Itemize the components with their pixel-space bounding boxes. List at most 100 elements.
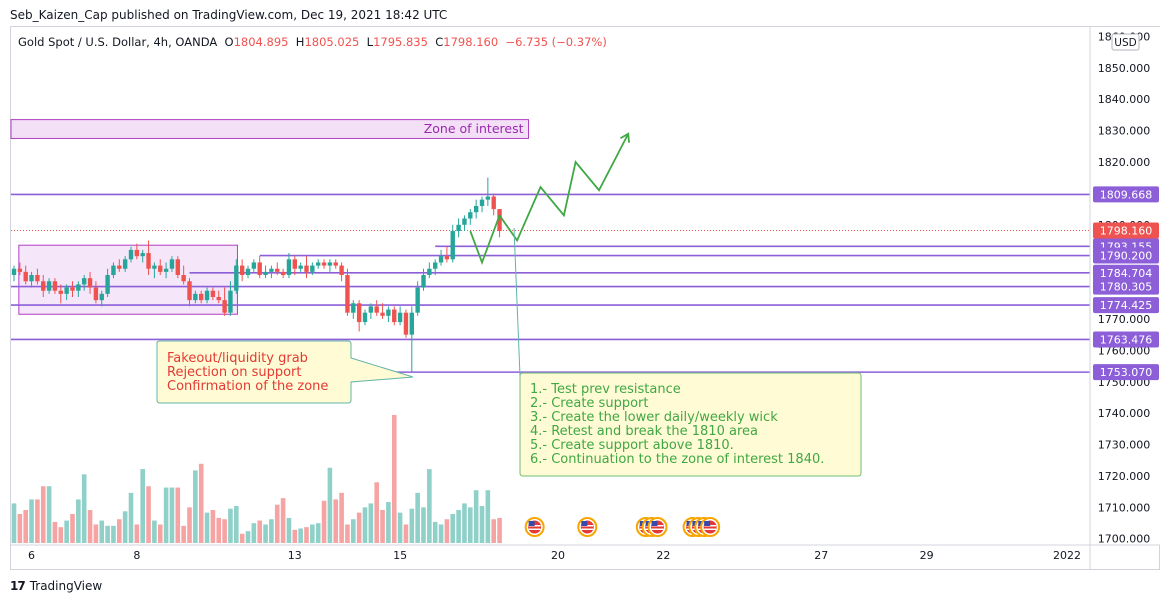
candle-body[interactable]: [210, 290, 216, 297]
candle-body[interactable]: [275, 268, 280, 272]
candle-body[interactable]: [228, 290, 233, 313]
candle-body[interactable]: [392, 309, 397, 323]
candle-body[interactable]: [397, 312, 403, 323]
candle-body[interactable]: [35, 275, 40, 282]
us-event-flag-icon[interactable]: [700, 517, 721, 537]
zone-of-interest[interactable]: [10, 119, 529, 139]
candle-body[interactable]: [473, 205, 479, 213]
candle-body[interactable]: [286, 259, 292, 276]
candle-body[interactable]: [87, 278, 93, 288]
footer-brand[interactable]: 17 TradingView: [10, 579, 102, 593]
candle-body[interactable]: [491, 196, 496, 210]
candle-body[interactable]: [427, 268, 432, 276]
volume-bar: [491, 519, 496, 543]
candle-body[interactable]: [199, 293, 204, 301]
candle-body[interactable]: [438, 256, 444, 263]
candle-body[interactable]: [29, 275, 34, 282]
candle-body[interactable]: [386, 309, 391, 316]
candle-body[interactable]: [280, 271, 286, 276]
candle-body[interactable]: [11, 268, 17, 276]
candle-body[interactable]: [316, 262, 321, 266]
candle-body[interactable]: [93, 287, 99, 301]
candle-body[interactable]: [263, 271, 268, 276]
candle-body[interactable]: [169, 259, 175, 269]
candle-body[interactable]: [444, 256, 450, 260]
candle-body[interactable]: [41, 281, 46, 291]
candle-body[interactable]: [99, 293, 104, 301]
candle-body[interactable]: [146, 253, 151, 269]
candle-body[interactable]: [374, 306, 379, 313]
candle-body[interactable]: [76, 284, 81, 291]
candle-body[interactable]: [356, 303, 362, 323]
candle-body[interactable]: [327, 262, 333, 266]
plan-callout-box[interactable]: [519, 372, 862, 477]
candle-body[interactable]: [234, 265, 239, 291]
candle-body[interactable]: [222, 300, 227, 313]
candle-body[interactable]: [111, 265, 116, 276]
candle-body[interactable]: [462, 218, 467, 225]
candle-body[interactable]: [251, 262, 257, 269]
candle-body[interactable]: [380, 312, 385, 316]
candle-body[interactable]: [450, 231, 455, 260]
candle-body[interactable]: [497, 209, 502, 232]
currency-unit-box[interactable]: [1111, 33, 1140, 51]
candle-body[interactable]: [204, 290, 210, 301]
candle-body[interactable]: [245, 268, 251, 276]
candle-body[interactable]: [403, 312, 409, 335]
candle-body[interactable]: [46, 281, 52, 291]
candle-body[interactable]: [216, 296, 221, 301]
candle-body[interactable]: [292, 259, 297, 269]
candle-body[interactable]: [479, 199, 485, 206]
us-event-flag-icon[interactable]: [524, 517, 545, 537]
candle-body[interactable]: [468, 212, 473, 219]
candle-body[interactable]: [415, 287, 420, 313]
candle-body[interactable]: [158, 265, 163, 272]
fakeout-callout-box[interactable]: [156, 340, 414, 404]
candle-body[interactable]: [345, 275, 350, 313]
candle-body[interactable]: [181, 275, 186, 282]
projection-path[interactable]: [469, 133, 630, 266]
candle-body[interactable]: [433, 262, 438, 269]
candle-body[interactable]: [23, 271, 28, 282]
candle-body[interactable]: [122, 259, 128, 269]
candle-body[interactable]: [17, 268, 23, 272]
candle-body[interactable]: [298, 265, 303, 269]
consolidation-box[interactable]: [18, 244, 238, 315]
candle-body[interactable]: [58, 290, 63, 294]
candle-body[interactable]: [175, 259, 180, 276]
candle-body[interactable]: [362, 312, 368, 323]
candle-body[interactable]: [128, 249, 134, 260]
candle-body[interactable]: [485, 196, 491, 200]
candle-body[interactable]: [368, 306, 374, 313]
candle-body[interactable]: [52, 281, 58, 291]
candle-body[interactable]: [70, 287, 75, 291]
volume-bar: [234, 506, 239, 543]
candle-body[interactable]: [257, 262, 262, 276]
candle-body[interactable]: [140, 253, 145, 257]
candle-body[interactable]: [82, 278, 87, 285]
candle-body[interactable]: [152, 265, 157, 269]
us-event-flag-icon[interactable]: [647, 517, 668, 537]
us-event-flag-icon[interactable]: [577, 517, 598, 537]
candle-body[interactable]: [117, 265, 122, 269]
candle-body[interactable]: [163, 268, 169, 272]
candle-body[interactable]: [310, 265, 315, 272]
symbol-name[interactable]: Gold Spot / U.S. Dollar, 4h, OANDA: [18, 35, 218, 49]
candle-body[interactable]: [187, 281, 192, 301]
candle-body[interactable]: [333, 262, 338, 266]
candle-body[interactable]: [321, 262, 327, 266]
candle-body[interactable]: [193, 293, 198, 301]
candle-body[interactable]: [351, 303, 356, 313]
candle-body[interactable]: [269, 268, 274, 272]
candle-body[interactable]: [339, 265, 344, 276]
candle-body[interactable]: [304, 265, 309, 272]
candle-body[interactable]: [421, 275, 426, 288]
candle-body[interactable]: [239, 265, 245, 276]
candle-body[interactable]: [134, 249, 140, 257]
plan-callout-line: 5.- Create support above 1810.: [530, 438, 734, 453]
candle-body[interactable]: [64, 287, 69, 294]
candle-body[interactable]: [409, 312, 414, 335]
candle-body[interactable]: [456, 224, 461, 232]
candle-body[interactable]: [105, 275, 110, 294]
